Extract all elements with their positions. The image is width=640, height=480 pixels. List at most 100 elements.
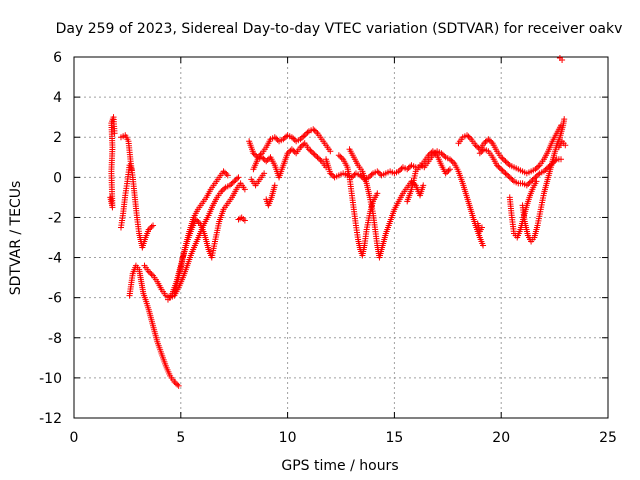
- series-track-12: [263, 182, 278, 209]
- data-point: [374, 190, 381, 197]
- data-point: [445, 167, 452, 174]
- data-point: [498, 166, 505, 173]
- data-point: [174, 381, 181, 388]
- data-point: [485, 136, 492, 143]
- data-point: [476, 150, 483, 157]
- data-point: [257, 151, 264, 158]
- data-point: [509, 177, 516, 184]
- data-point: [532, 174, 539, 181]
- data-point: [250, 150, 257, 157]
- series-track-4: [126, 262, 182, 389]
- x-tick-label: 0: [70, 430, 79, 446]
- grid-lines: [74, 57, 608, 418]
- y-tick-label: 6: [53, 50, 62, 66]
- data-point: [220, 168, 227, 175]
- data-marks: [107, 55, 569, 389]
- y-axis-label: SDTVAR / TECUs: [8, 181, 24, 296]
- data-point: [221, 169, 228, 176]
- data-point: [258, 154, 265, 161]
- data-point: [526, 179, 533, 186]
- data-point: [505, 172, 512, 179]
- axis-ticks: 0 5 10 15 20 25 -12 -10 -8 -6 -4 -2 0 2 4 6: [39, 50, 617, 446]
- series-track-9: [246, 126, 334, 161]
- data-point: [533, 172, 540, 179]
- y-tick-label: 0: [53, 170, 62, 186]
- data-point: [495, 163, 502, 170]
- data-point: [472, 142, 479, 149]
- data-point: [241, 217, 248, 224]
- plot-frame: [73, 56, 609, 419]
- data-point: [395, 168, 402, 175]
- data-point: [446, 166, 453, 173]
- data-point: [264, 156, 271, 163]
- data-point: [446, 156, 453, 163]
- data-point: [480, 242, 487, 249]
- data-point: [223, 170, 230, 177]
- data-point: [464, 132, 471, 139]
- data-point: [397, 166, 404, 173]
- data-point: [535, 171, 542, 178]
- data-point: [260, 155, 267, 162]
- data-point: [221, 185, 228, 192]
- data-point: [224, 172, 231, 179]
- data-point: [475, 144, 482, 151]
- data-point: [488, 138, 495, 145]
- series-track-23: [555, 138, 569, 151]
- data-point: [466, 134, 473, 141]
- data-point: [508, 175, 515, 182]
- data-point: [535, 163, 542, 170]
- data-point: [232, 177, 239, 184]
- data-point: [251, 151, 258, 158]
- data-point: [441, 152, 448, 159]
- data-point: [439, 151, 446, 158]
- series-track-2: [117, 132, 157, 251]
- data-point: [449, 158, 456, 165]
- data-point: [432, 150, 439, 157]
- data-point: [431, 149, 438, 156]
- data-point: [529, 177, 536, 184]
- series-track-3: [117, 162, 135, 231]
- data-point: [229, 179, 236, 186]
- data-point: [502, 170, 509, 177]
- data-point: [532, 166, 539, 173]
- data-point: [499, 167, 506, 174]
- data-point: [231, 178, 238, 185]
- data-point: [542, 166, 549, 173]
- series-track-11: [248, 170, 268, 189]
- data-point: [171, 378, 178, 385]
- data-point: [496, 164, 503, 171]
- data-point: [172, 380, 179, 387]
- data-point: [297, 136, 304, 143]
- series-track-8: [235, 214, 248, 224]
- data-point: [301, 132, 308, 139]
- data-point: [241, 186, 248, 193]
- data-point: [438, 150, 445, 157]
- data-point: [195, 219, 202, 226]
- data-point: [271, 182, 278, 189]
- data-point: [300, 133, 307, 140]
- data-point: [314, 154, 321, 161]
- data-point: [501, 168, 508, 175]
- data-point: [304, 129, 311, 136]
- data-point: [503, 171, 510, 178]
- data-point: [311, 127, 318, 134]
- data-point: [350, 172, 357, 179]
- data-point: [425, 152, 432, 159]
- series-track-1: [107, 114, 118, 211]
- series-track-10: [250, 140, 330, 181]
- data-point: [559, 57, 566, 64]
- data-point: [375, 169, 382, 176]
- data-point: [286, 148, 293, 155]
- data-point: [327, 148, 334, 155]
- data-point: [540, 168, 547, 175]
- series-track-22: [519, 116, 568, 245]
- data-point: [298, 142, 305, 149]
- data-point: [478, 224, 485, 231]
- series-track-17: [417, 148, 453, 177]
- data-point: [478, 148, 485, 155]
- x-tick-label: 20: [492, 430, 510, 446]
- data-point: [218, 188, 225, 195]
- x-tick-label: 15: [385, 430, 403, 446]
- data-point: [374, 168, 381, 175]
- data-point: [528, 178, 535, 185]
